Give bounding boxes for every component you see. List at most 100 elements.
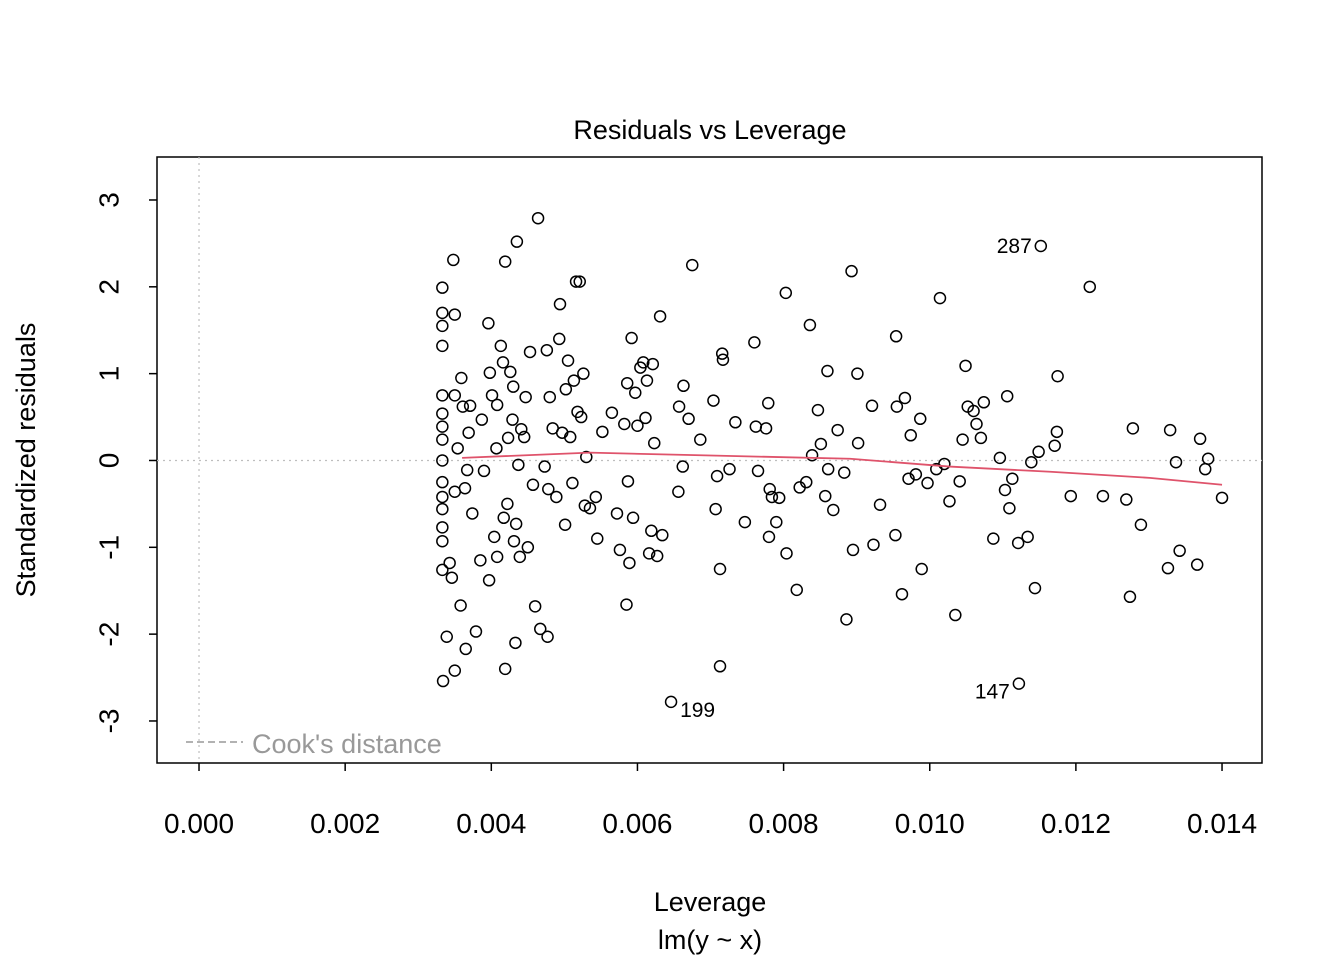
point [531,211,545,225]
point [559,383,573,396]
y-tick-label: -1 [93,535,124,560]
point [538,460,551,473]
subtitle: lm(y ~ x) [658,925,762,955]
point [440,630,453,643]
point [436,306,449,320]
point [567,374,581,387]
point [770,515,783,529]
point [589,490,603,504]
point [1025,455,1038,469]
point-label: 147 [975,681,1010,704]
point [682,412,695,426]
point [447,253,460,267]
point [1050,425,1064,439]
point [485,389,499,402]
point [811,403,825,417]
point [553,297,567,311]
point [943,495,956,508]
point [845,264,858,278]
point [889,330,903,343]
point [490,442,503,455]
point [818,489,832,503]
point [436,490,449,504]
point [563,430,577,444]
point [790,583,803,597]
point [749,420,763,433]
point [1011,536,1025,550]
point [902,472,915,485]
point [1051,370,1064,383]
point [610,507,624,520]
point [715,347,729,360]
point [451,442,464,455]
point [436,433,449,446]
point [620,598,633,611]
point [466,507,479,520]
point [765,490,779,504]
point [851,436,865,450]
point [967,404,980,418]
point [653,310,667,323]
point [506,413,519,426]
point [519,390,532,404]
point [550,490,563,504]
point [959,359,972,373]
point [569,275,583,288]
point [763,482,776,496]
point [1003,501,1016,515]
point [977,396,991,409]
point [573,275,586,288]
point [462,426,475,439]
point [1012,677,1026,690]
x-axis-label: Leverage [654,887,767,917]
point [640,374,654,387]
point [915,562,928,576]
point [558,518,572,531]
point [672,400,686,413]
point [436,534,449,548]
point [672,485,685,498]
point [543,390,557,404]
x-tick-label: 0.008 [749,808,819,839]
point [933,291,947,305]
point [436,502,449,516]
point [998,483,1012,497]
point [890,400,904,413]
point [953,475,966,488]
point [840,613,853,626]
point [1161,561,1175,575]
point [448,389,462,402]
point [613,543,627,557]
point [482,574,496,587]
point [496,356,510,369]
point [621,475,635,488]
point [1021,530,1034,544]
point [805,449,819,462]
point [463,399,477,413]
point [494,339,508,353]
point [436,319,449,333]
point [1126,422,1140,435]
point [1064,489,1078,503]
point [723,462,736,476]
point [799,475,813,489]
point [454,599,467,612]
point [895,587,909,601]
point [1173,544,1186,558]
point [596,425,609,439]
x-tick-label: 0.002 [310,808,380,839]
point [629,386,642,399]
point [618,417,631,431]
point [542,482,555,496]
point [865,399,879,413]
point [528,600,542,613]
point-label: 199 [680,699,715,722]
x-tick-label: 0.012 [1041,808,1111,839]
point [738,515,752,529]
point [436,475,449,489]
point [501,497,514,511]
point [623,556,636,570]
point [580,450,593,464]
x-tick-label: 0.004 [456,808,526,839]
point [707,394,720,407]
